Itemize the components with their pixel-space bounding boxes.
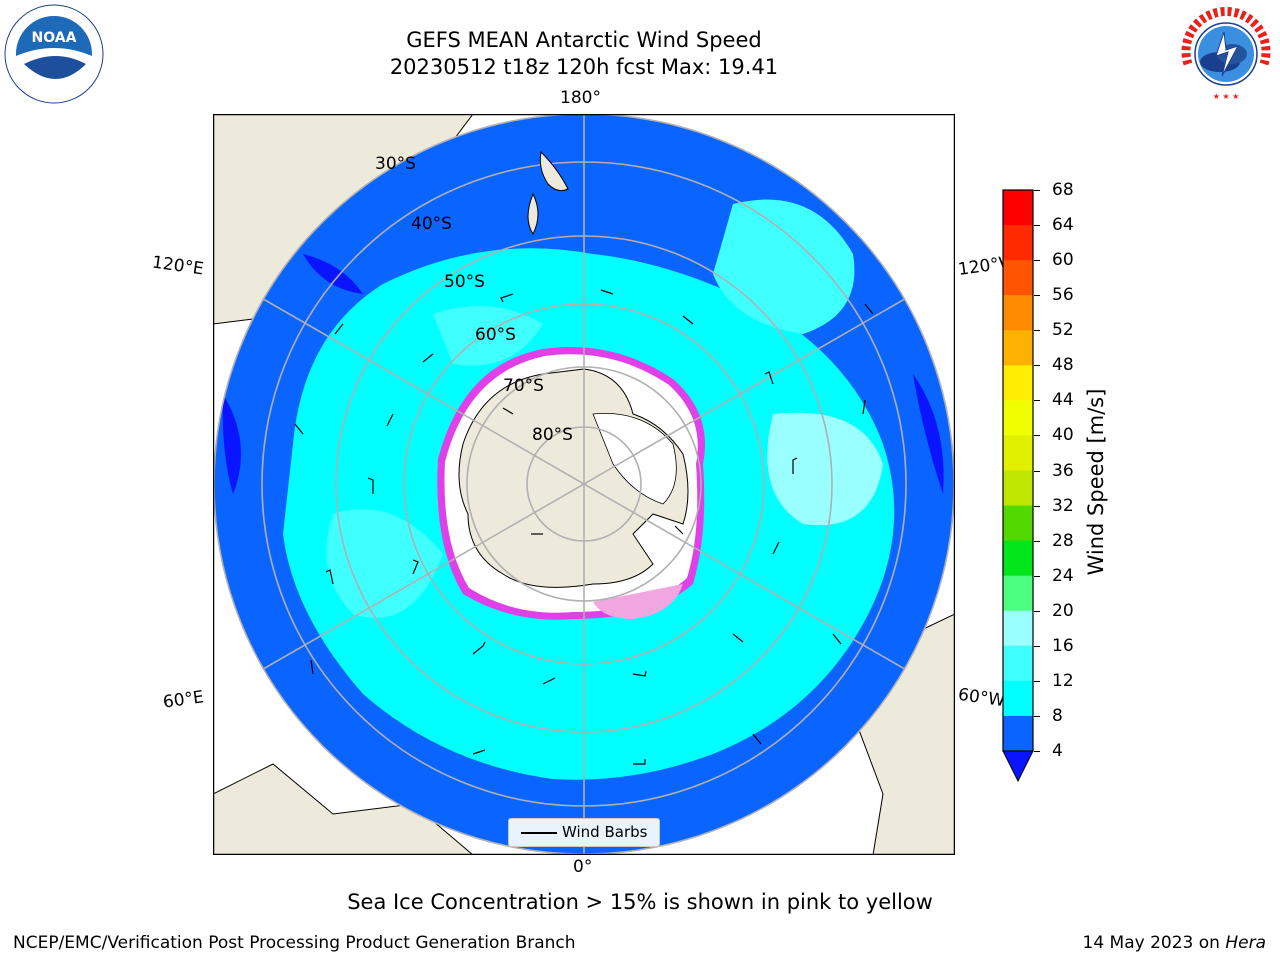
colorbar bbox=[1002, 189, 1034, 784]
colorbar-tick-label: 44 bbox=[1052, 390, 1074, 411]
wind-barbs bbox=[294, 289, 874, 765]
lat-label-40s: 40°S bbox=[411, 214, 452, 234]
svg-text:★ ★ ★: ★ ★ ★ bbox=[1213, 92, 1240, 101]
lat-label-80s: 80°S bbox=[532, 425, 573, 445]
colorbar-band bbox=[1003, 645, 1033, 682]
colorbar-band bbox=[1003, 190, 1033, 226]
lon-label-60w: 60°W bbox=[956, 684, 1007, 712]
polar-map: 30°S 40°S 50°S 60°S 70°S 80°S bbox=[213, 114, 955, 855]
map-legend: Wind Barbs bbox=[508, 818, 660, 847]
colorbar-tick-mark bbox=[1034, 260, 1040, 262]
colorbar-tick-label: 68 bbox=[1052, 180, 1074, 200]
colorbar-band bbox=[1003, 295, 1033, 331]
colorbar-tick-label: 56 bbox=[1052, 285, 1074, 306]
colorbar-tick-label: 28 bbox=[1052, 530, 1074, 551]
colorbar-tick-mark bbox=[1034, 400, 1040, 402]
lat-label-30s: 30°S bbox=[375, 154, 416, 174]
lat-label-70s: 70°S bbox=[503, 376, 544, 396]
lon-label-60e: 60°E bbox=[161, 687, 206, 713]
colorbar-tick-mark bbox=[1034, 680, 1040, 682]
colorbar-tick-mark bbox=[1034, 610, 1040, 612]
noaa-logo: NOAA bbox=[4, 4, 104, 104]
colorbar-label: Wind Speed [m/s] bbox=[1084, 388, 1108, 576]
colorbar-tick-mark bbox=[1034, 295, 1040, 297]
colorbar-tick-label: 64 bbox=[1052, 215, 1074, 236]
lon-label-120e: 120°E bbox=[150, 252, 205, 280]
colorbar-band bbox=[1003, 715, 1033, 752]
colorbar-tick-mark bbox=[1034, 540, 1040, 542]
colorbar-band bbox=[1003, 610, 1033, 647]
chart-title: GEFS MEAN Antarctic Wind Speed bbox=[406, 28, 762, 52]
colorbar-tick-mark bbox=[1034, 225, 1040, 227]
colorbar-tick-label: 48 bbox=[1052, 355, 1074, 376]
wind-barb-legend-line bbox=[521, 832, 557, 834]
colorbar-band bbox=[1003, 400, 1033, 436]
colorbar-tick-label: 8 bbox=[1052, 705, 1063, 726]
colorbar-tick-mark bbox=[1034, 330, 1040, 332]
colorbar-tick-label: 24 bbox=[1052, 565, 1074, 586]
colorbar-band bbox=[1003, 260, 1033, 296]
colorbar-band bbox=[1003, 680, 1033, 717]
new-zealand-land bbox=[527, 150, 569, 235]
colorbar-tick-mark bbox=[1034, 365, 1040, 367]
colorbar-tick-label: 4 bbox=[1052, 741, 1063, 761]
lat-label-50s: 50°S bbox=[444, 272, 485, 292]
chart-subtitle: 20230512 t18z 120h fcst Max: 19.41 bbox=[389, 55, 779, 79]
footer-host: Hera bbox=[1225, 933, 1266, 953]
footer-date: 14 May 2023 on Hera bbox=[1083, 933, 1267, 953]
colorbar-band bbox=[1003, 435, 1033, 471]
colorbar-tick-mark bbox=[1034, 435, 1040, 437]
colorbar-band bbox=[1003, 575, 1033, 612]
colorbar-band bbox=[1003, 225, 1033, 261]
colorbar-band bbox=[1003, 540, 1033, 577]
colorbar-tick-label: 40 bbox=[1052, 425, 1074, 446]
colorbar-tick-mark bbox=[1034, 575, 1040, 577]
lon-label-0: 0° bbox=[573, 857, 593, 877]
footer-date-text: 14 May 2023 on bbox=[1082, 933, 1226, 953]
colorbar-tick-mark bbox=[1034, 645, 1040, 647]
lon-label-180: 180° bbox=[560, 88, 601, 108]
colorbar-tick-mark bbox=[1034, 190, 1040, 191]
colorbar-band bbox=[1003, 505, 1033, 542]
footer-branch: NCEP/EMC/Verification Post Processing Pr… bbox=[13, 933, 576, 953]
colorbar-tick-label: 36 bbox=[1052, 460, 1074, 481]
nws-logo: ★ ★ ★ bbox=[1176, 4, 1276, 104]
colorbar-tick-mark bbox=[1034, 715, 1040, 717]
noaa-logo-text: NOAA bbox=[32, 30, 77, 46]
colorbar-tick-mark bbox=[1034, 505, 1040, 507]
colorbar-tick-label: 12 bbox=[1052, 670, 1074, 691]
colorbar-band bbox=[1003, 365, 1033, 401]
sea-ice-caption: Sea Ice Concentration > 15% is shown in … bbox=[347, 890, 933, 914]
wind-barb-legend-label: Wind Barbs bbox=[562, 823, 648, 841]
colorbar-tick-label: 32 bbox=[1052, 495, 1074, 516]
colorbar-tick-label: 60 bbox=[1052, 250, 1074, 271]
colorbar-tick-label: 16 bbox=[1052, 635, 1074, 656]
colorbar-band bbox=[1003, 470, 1033, 507]
colorbar-tick-mark bbox=[1034, 470, 1040, 472]
colorbar-tick-mark bbox=[1034, 751, 1040, 752]
colorbar-tick-label: 20 bbox=[1052, 600, 1074, 621]
colorbar-tick-label: 52 bbox=[1052, 320, 1074, 341]
colorbar-band bbox=[1003, 330, 1033, 366]
lat-label-60s: 60°S bbox=[475, 325, 516, 345]
